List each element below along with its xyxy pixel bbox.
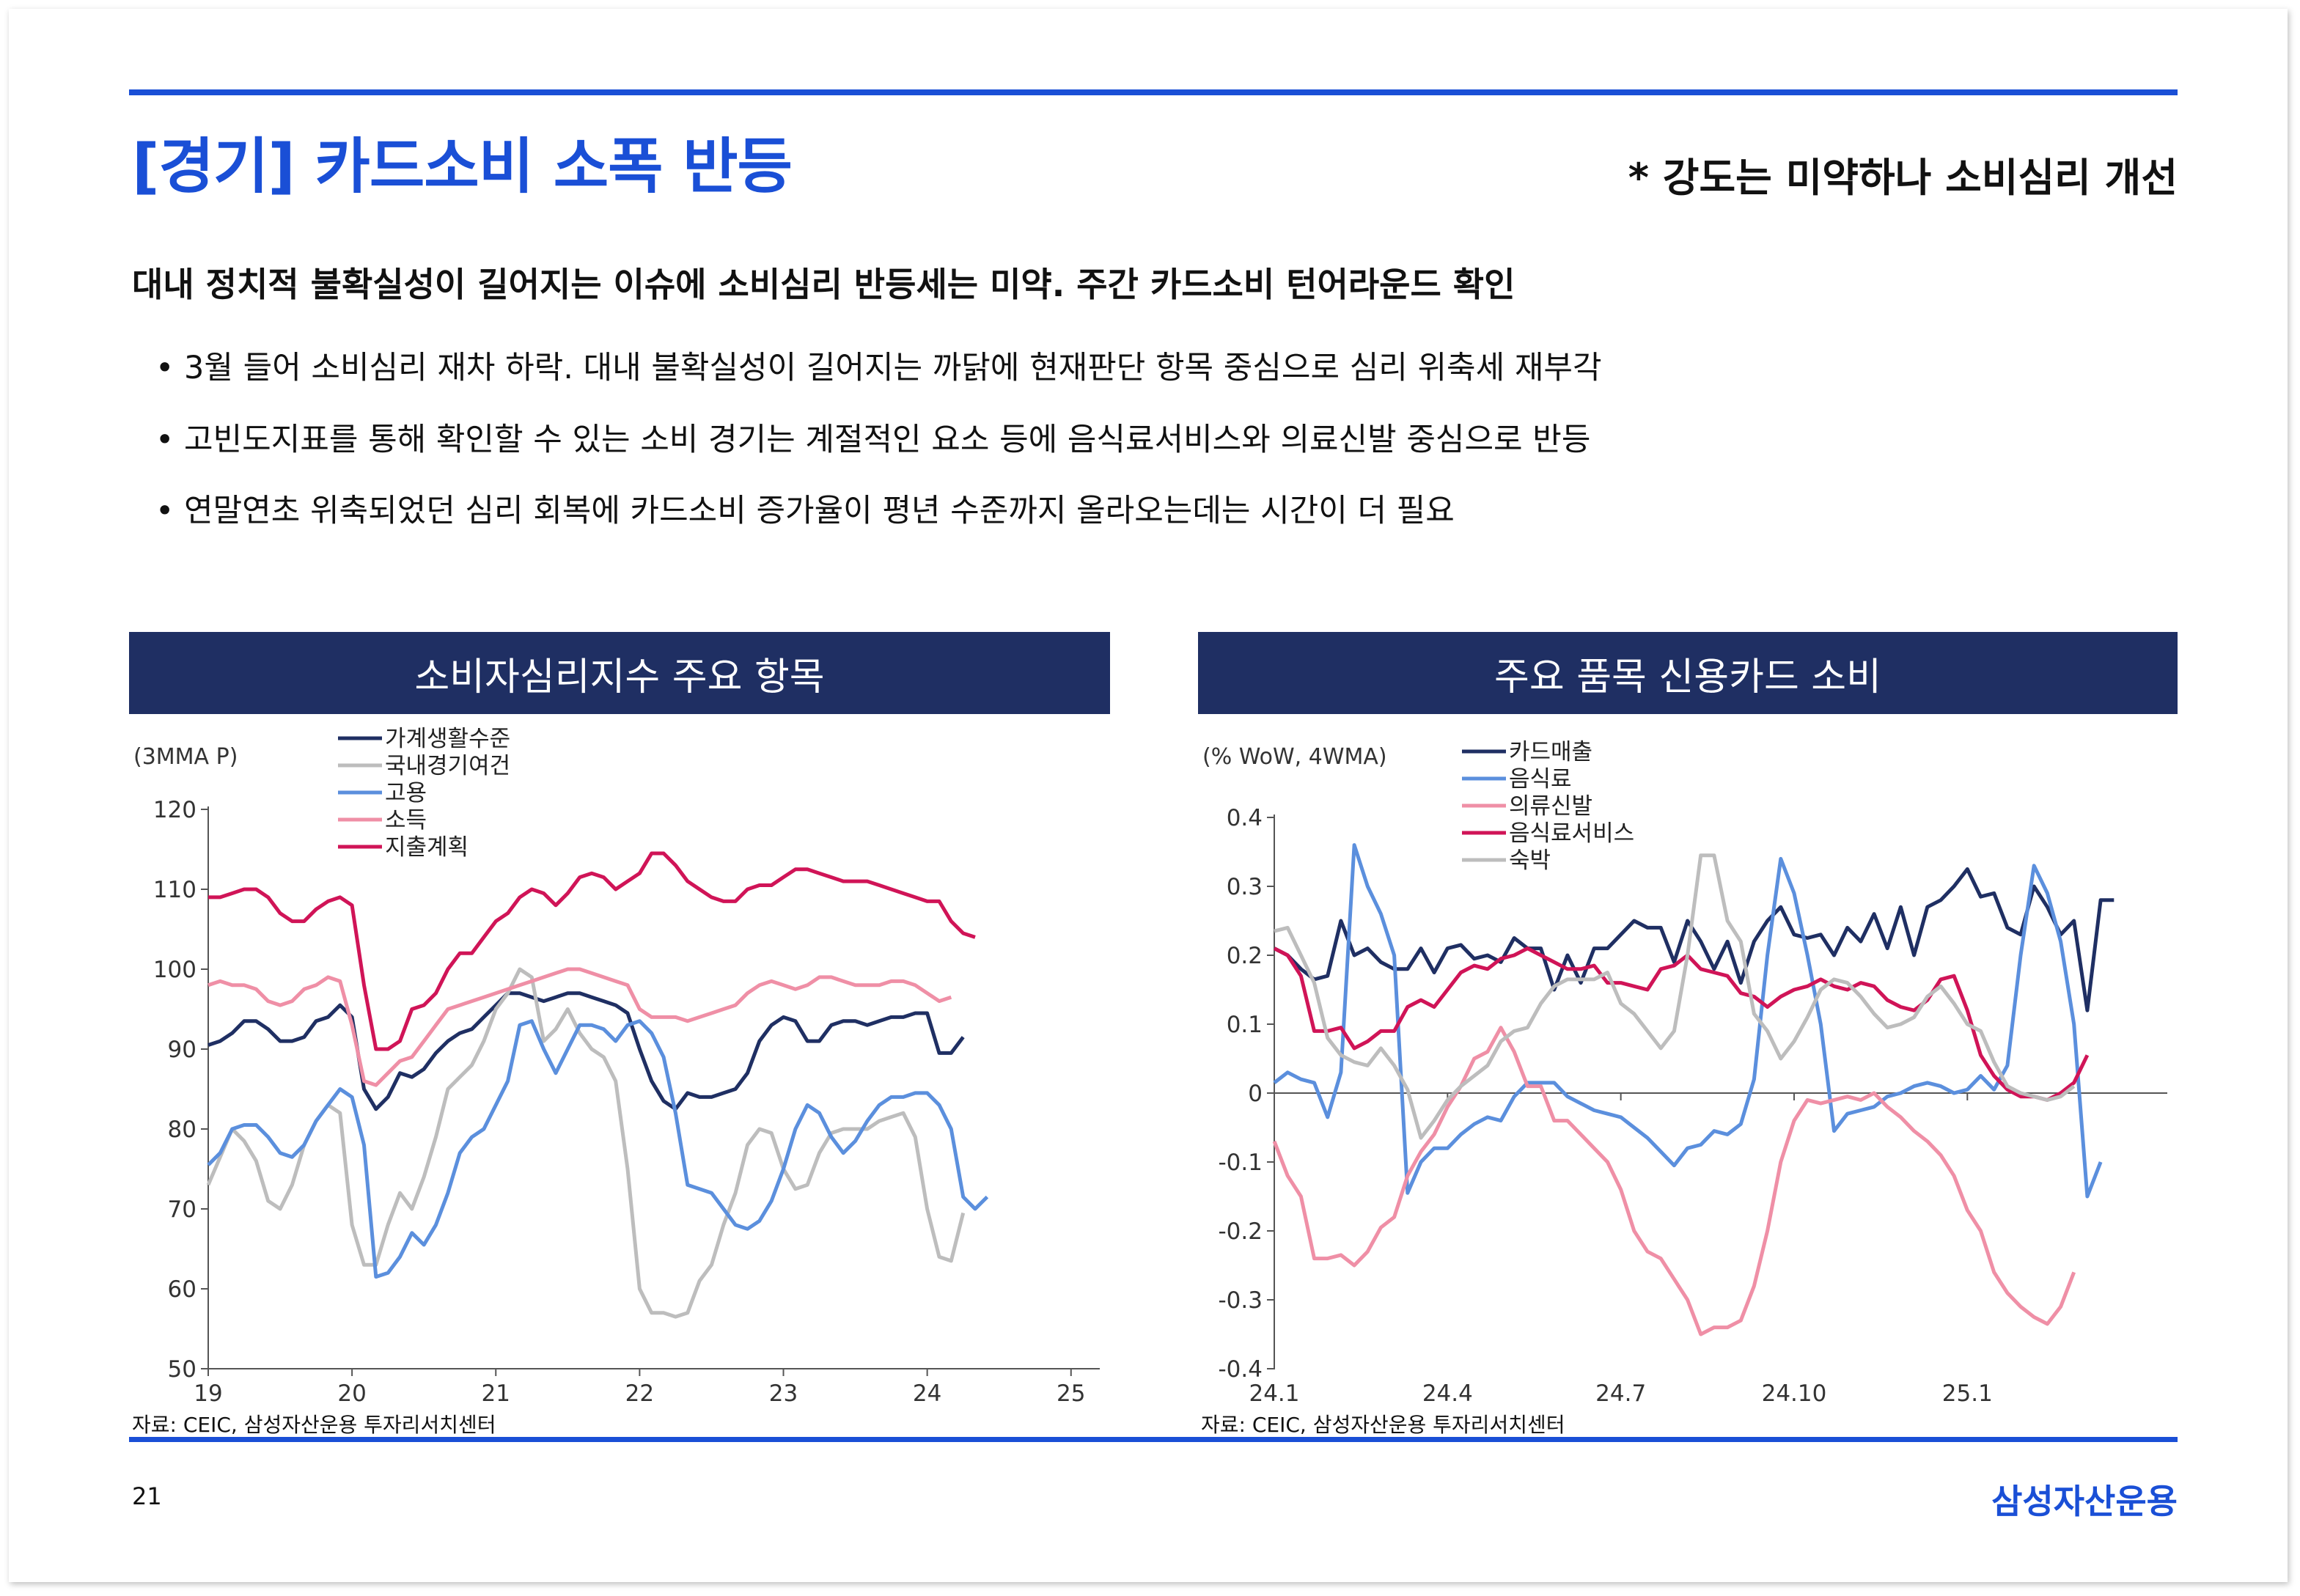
x-tick-label: 24.1: [1249, 1380, 1299, 1405]
x-tick-label: 25: [1057, 1380, 1085, 1405]
page-number: 21: [132, 1482, 162, 1510]
page-subtitle: * 강도는 미약하나 소비심리 개선: [1628, 155, 2178, 201]
y-tick-label: 0: [1248, 1081, 1263, 1107]
chart2-title: 주요 품목 신용카드 소비: [1198, 632, 2178, 714]
bottom-divider: [129, 1437, 2178, 1442]
legend-label: 가계생활수준: [385, 726, 510, 752]
x-tick-label: 24.4: [1422, 1380, 1473, 1405]
x-tick-label: 21: [482, 1380, 510, 1405]
brand-logo-text: 삼성자산운용: [1991, 1482, 2178, 1521]
bullet-item: 연말연초 위축되었던 심리 회복에 카드소비 증가율이 평년 수준까지 올라오는…: [155, 485, 1455, 531]
chart2-source: 자료: CEIC, 삼성자산운용 투자리서치센터: [1201, 1413, 1565, 1437]
series-line: [207, 1019, 989, 1279]
y-tick-label: -0.3: [1219, 1287, 1263, 1314]
legend-label: 지출계획: [385, 834, 469, 861]
series-line: [1274, 853, 2076, 1140]
x-tick-label: 19: [194, 1380, 222, 1405]
y-tick-label: 70: [168, 1196, 196, 1223]
card-spending-chart: (% WoW, 4WMA) -0.4 -0.3 -0.2 -0.1 0 0.1 0.2 0.3 0…: [1202, 739, 2167, 1405]
series-line: [207, 967, 952, 1087]
y-tick-label: 50: [168, 1356, 196, 1383]
bullet-item: 고빈도지표를 통해 확인할 수 있는 소비 경기는 계절적인 요소 등에 음식료…: [155, 414, 1590, 460]
series-line: [1273, 843, 2103, 1199]
legend-label: 숙박: [1509, 847, 1551, 874]
y-tick-label: 0.1: [1227, 1012, 1263, 1038]
legend-label: 고용: [385, 780, 427, 806]
legend-label: 의류신발: [1509, 793, 1592, 820]
legend-label: 음식료: [1509, 766, 1572, 793]
slide-page: [경기] 카드소비 소폭 반등 * 강도는 미약하나 소비심리 개선 대내 정치…: [9, 9, 2288, 1582]
y-tick-label: 80: [168, 1117, 196, 1143]
chart1-title: 소비자심리지수 주요 항목: [129, 632, 1110, 714]
y-tick-label: 120: [153, 797, 196, 823]
y-tick-label: 0.3: [1227, 874, 1263, 900]
legend-label: 카드매출: [1509, 739, 1592, 765]
headline: 대내 정치적 불확실성이 길어지는 이슈에 소비심리 반등세는 미약. 주간 카…: [132, 265, 1515, 304]
y-tick-label: 110: [153, 877, 196, 903]
y-tick-label: 60: [168, 1276, 196, 1303]
y-tick-label: 90: [168, 1037, 196, 1063]
series-line: [1273, 867, 2115, 1012]
x-tick-label: 24.10: [1762, 1380, 1827, 1405]
x-tick-label: 23: [769, 1380, 798, 1405]
y-tick-label: 0.4: [1227, 805, 1263, 831]
x-tick-label: 25.1: [1942, 1380, 1993, 1405]
bullet-item: 3월 들어 소비심리 재차 하락. 대내 불확실성이 길어지는 까닭에 현재판단…: [155, 342, 1601, 388]
series-line: [1273, 946, 2090, 1102]
chart1-source: 자료: CEIC, 삼성자산운용 투자리서치센터: [132, 1413, 496, 1437]
x-tick-label: 24: [913, 1380, 941, 1405]
consumer-sentiment-chart: (3MMA P) 50 60 70 80 90 100 110 120 19 20 21 22 23 24 2…: [133, 726, 1100, 1405]
legend-label: 음식료서비스: [1509, 820, 1634, 847]
y-tick-label: 100: [153, 957, 196, 983]
x-tick-label: 24.7: [1595, 1380, 1646, 1405]
legend-label: 소득: [385, 807, 427, 834]
series-line: [206, 967, 966, 1319]
series-line: [1272, 1026, 2076, 1336]
y-tick-label: -0.1: [1219, 1150, 1263, 1176]
page-title: [경기] 카드소비 소폭 반등: [132, 132, 793, 202]
x-tick-label: 22: [625, 1380, 654, 1405]
unit-label: (3MMA P): [133, 744, 238, 770]
series-line: [208, 851, 976, 1051]
unit-label: (% WoW, 4WMA): [1202, 744, 1387, 770]
legend-label: 국내경기여건: [385, 753, 510, 779]
y-tick-label: 0.2: [1227, 943, 1263, 969]
top-divider: [129, 89, 2178, 95]
x-tick-label: 20: [337, 1380, 366, 1405]
series-line: [207, 991, 965, 1111]
y-tick-label: -0.4: [1219, 1356, 1263, 1383]
y-tick-label: -0.2: [1219, 1218, 1263, 1245]
